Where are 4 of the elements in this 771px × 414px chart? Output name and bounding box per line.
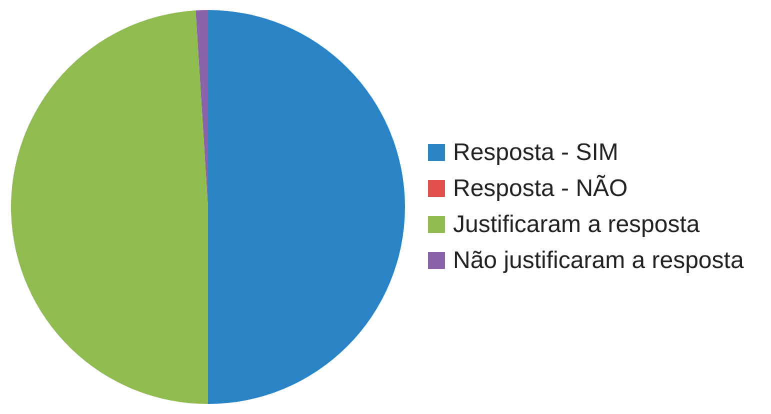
legend-label: Resposta - NÃO [453,174,628,204]
legend-label: Não justificaram a resposta [453,246,744,276]
legend-label: Justificaram a resposta [453,210,700,240]
legend-label: Resposta - SIM [453,138,618,168]
